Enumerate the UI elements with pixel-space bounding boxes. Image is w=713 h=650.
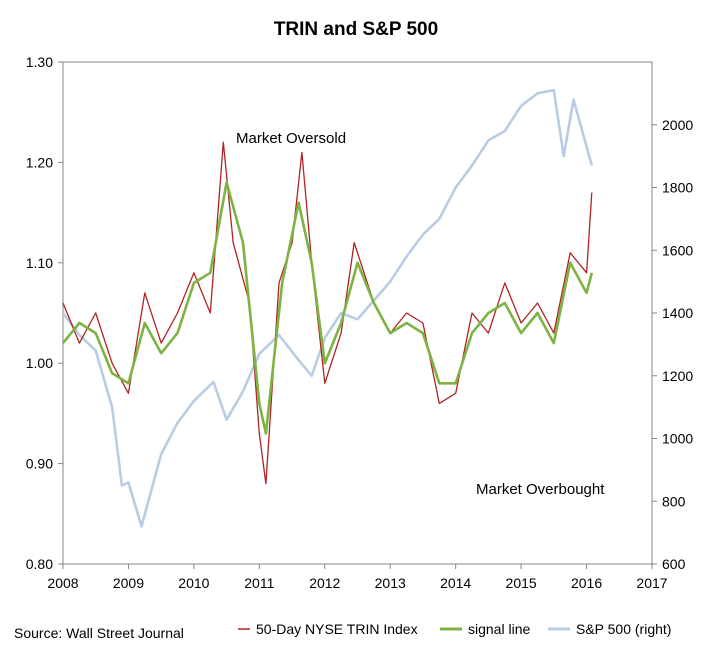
y-right-tick-label: 1400: [662, 305, 693, 321]
y-left-tick-label: 1.30: [26, 54, 53, 70]
x-tick-label: 2008: [47, 575, 78, 591]
y-right-tick-label: 1600: [662, 242, 693, 258]
y-left-tick-label: 1.20: [26, 154, 53, 170]
x-tick-label: 2017: [636, 575, 667, 591]
x-tick-label: 2010: [178, 575, 209, 591]
y-right-tick-label: 1800: [662, 180, 693, 196]
x-tick-label: 2012: [309, 575, 340, 591]
y-left-tick-label: 0.80: [26, 556, 53, 572]
annotation-overbought: Market Overbought: [476, 481, 605, 498]
legend: 50-Day NYSE TRIN Index signal line S&P 5…: [238, 621, 671, 637]
x-tick-label: 2014: [440, 575, 471, 591]
y-axis-right: 600 800 1000 1200 1400 1600 1800 2000: [652, 117, 693, 572]
y-axis-left: 0.80 0.90 1.00 1.10 1.20 1.30: [26, 54, 63, 572]
x-tick-label: 2016: [571, 575, 602, 591]
series-layer: [61, 88, 594, 528]
legend-label-sp500: S&P 500 (right): [576, 621, 671, 637]
plot-area: [62, 61, 653, 565]
annotation-oversold: Market Oversold: [236, 130, 346, 147]
y-right-tick-label: 600: [662, 556, 686, 572]
series-line-signal: [61, 181, 594, 435]
y-left-tick-label: 0.90: [26, 456, 53, 472]
y-left-tick-label: 1.10: [26, 255, 53, 271]
chart-title: TRIN and S&P 500: [274, 19, 438, 40]
source-note: Source: Wall Street Journal: [14, 625, 184, 641]
y-left-tick-label: 1.00: [26, 355, 53, 371]
x-tick-label: 2011: [244, 575, 274, 591]
y-right-tick-label: 800: [662, 493, 686, 509]
y-right-tick-label: 1000: [662, 431, 693, 447]
legend-label-signal: signal line: [468, 621, 530, 637]
x-tick-label: 2013: [375, 575, 406, 591]
x-axis: 2008 2009 2010 2011 2012 2013 2014 2015 2016 2017: [47, 564, 668, 591]
legend-label-trin: 50-Day NYSE TRIN Index: [256, 621, 418, 637]
y-right-tick-label: 1200: [662, 368, 693, 384]
y-right-tick-label: 2000: [662, 117, 693, 133]
x-tick-label: 2009: [113, 575, 144, 591]
x-tick-label: 2015: [506, 575, 537, 591]
series-line-sp500: [61, 88, 594, 528]
